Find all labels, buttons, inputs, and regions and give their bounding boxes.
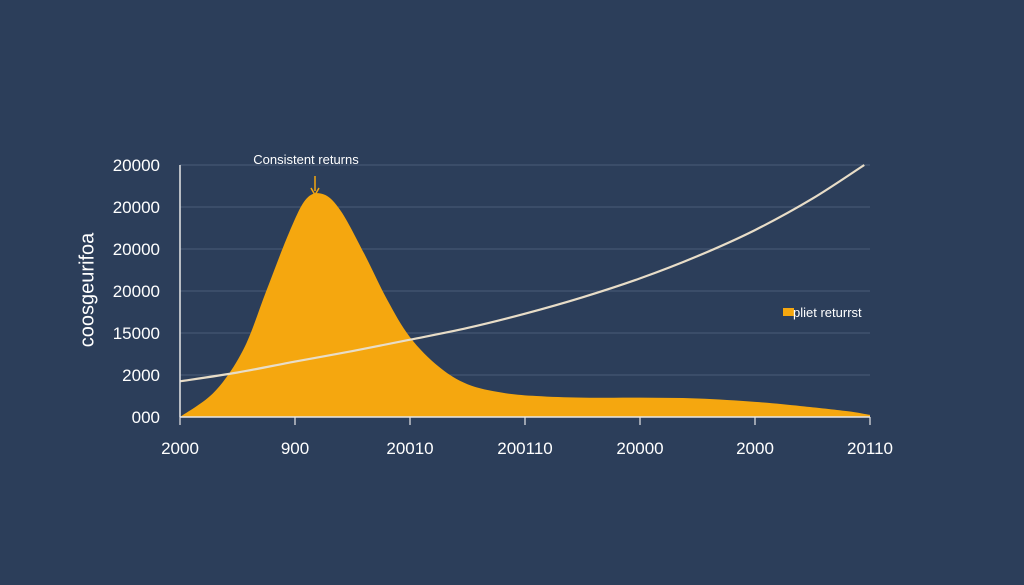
y-tick-labels: 000 2000 15000 20000 20000 20000 20000 — [113, 156, 160, 427]
axes — [179, 165, 871, 425]
chart-marks — [179, 164, 870, 417]
legend-swatch — [783, 308, 794, 316]
line-series — [179, 164, 865, 383]
x-tick-label: 900 — [281, 439, 309, 458]
y-tick-label: 20000 — [113, 198, 160, 217]
x-tick-label: 2000 — [161, 439, 199, 458]
x-tick-label: 20010 — [386, 439, 433, 458]
x-tick-label: 20110 — [847, 439, 893, 458]
x-tick-labels: 2000 900 20010 200110 20000 2000 20110 — [161, 439, 893, 458]
y-tick-label: 2000 — [122, 366, 160, 385]
annotation-text: Consistent returns — [253, 152, 359, 167]
x-tick-label: 20000 — [616, 439, 663, 458]
legend-label: pliet returrst — [793, 305, 862, 320]
area-series — [180, 193, 870, 417]
x-tick-label: 2000 — [736, 439, 774, 458]
y-tick-label: 000 — [132, 408, 160, 427]
annotation-arrow-head — [310, 187, 320, 197]
annotation-arrow — [310, 176, 320, 197]
legend: pliet returrst — [783, 305, 862, 320]
y-tick-label: 20000 — [113, 282, 160, 301]
y-tick-label: 20000 — [113, 156, 160, 175]
x-tick-label: 200110 — [497, 439, 552, 458]
y-tick-label: 15000 — [113, 324, 160, 343]
y-axis-label: coosgeurifoa — [76, 232, 98, 347]
y-tick-label: 20000 — [113, 240, 160, 259]
